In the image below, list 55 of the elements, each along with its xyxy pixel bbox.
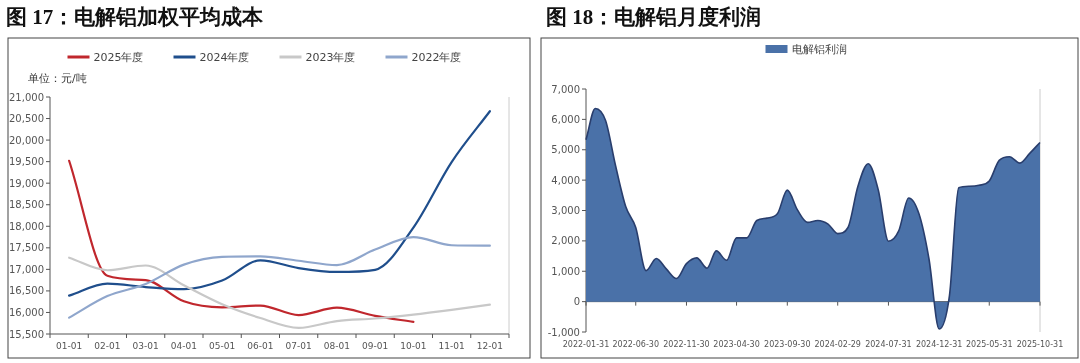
x-tick-label: 2022-06-30: [612, 340, 659, 349]
y-tick-label: 16,000: [9, 306, 44, 318]
y-axis-title: 单位：元/吨: [28, 72, 87, 85]
chart-title: 图 18：电解铝月度利润: [546, 5, 762, 29]
x-tick-label: 01-01: [56, 341, 83, 351]
x-tick-label: 12-01: [476, 341, 503, 351]
y-tick-label: 16,500: [9, 285, 44, 297]
line-series: [68, 235, 491, 319]
x-tick-label: 04-01: [170, 341, 197, 351]
x-tick-label: 05-01: [209, 341, 236, 351]
y-tick-label: 19,000: [9, 177, 44, 189]
line-series: [68, 256, 491, 330]
line-series: [68, 110, 491, 297]
x-tick-label: 10-01: [400, 341, 427, 351]
x-tick-label: 11-01: [438, 341, 465, 351]
y-tick-label: 1,000: [551, 265, 580, 277]
x-tick-label: 2024-07-31: [865, 340, 912, 349]
x-tick-label: 09-01: [362, 341, 389, 351]
x-tick-label: 08-01: [323, 341, 350, 351]
legend-label: 2025年度: [93, 51, 144, 64]
y-tick-label: 6,000: [551, 113, 580, 125]
y-tick-label: 18,000: [9, 220, 44, 232]
x-tick-label: 2025-10-31: [1016, 340, 1064, 349]
y-tick-label: 17,500: [9, 242, 44, 254]
y-tick-label: 17,000: [9, 263, 44, 275]
y-tick-label: 4,000: [551, 174, 580, 186]
y-tick-label: 18,500: [9, 199, 44, 211]
y-tick-label: 20,000: [9, 134, 44, 146]
y-tick-label: -1,000: [547, 326, 580, 338]
y-tick-label: 0: [573, 296, 580, 308]
y-tick-label: 5,000: [551, 144, 580, 156]
line-series: [68, 159, 415, 324]
y-tick-label: 2,000: [551, 235, 580, 247]
x-tick-label: 06-01: [247, 341, 274, 351]
y-tick-label: 19,500: [9, 156, 44, 168]
x-tick-label: 02-01: [94, 341, 121, 351]
legend-label: 电解铝利润: [791, 43, 847, 56]
legend-label: 2023年度: [305, 51, 356, 64]
y-tick-label: 15,500: [9, 328, 44, 340]
x-tick-label: 2022-11-30: [663, 340, 710, 349]
x-tick-label: 2024-02-29: [814, 340, 861, 349]
x-tick-label: 07-01: [285, 341, 312, 351]
x-tick-label: 2023-04-30: [713, 340, 760, 349]
legend-label: 2022年度: [411, 51, 462, 64]
x-tick-label: 2024-12-31: [915, 340, 963, 349]
legend-label: 2024年度: [199, 51, 250, 64]
x-tick-label: 2022-01-31: [562, 340, 610, 349]
x-tick-label: 03-01: [132, 341, 159, 351]
x-tick-label: 2023-09-30: [764, 340, 811, 349]
y-tick-label: 3,000: [551, 205, 580, 216]
x-tick-label: 2025-05-31: [966, 340, 1013, 349]
y-tick-label: 20,500: [9, 113, 44, 125]
y-tick-label: 21,000: [9, 91, 44, 103]
chart-title: 图 17：电解铝加权平均成本: [6, 5, 265, 29]
y-tick-label: 7,000: [551, 83, 580, 95]
